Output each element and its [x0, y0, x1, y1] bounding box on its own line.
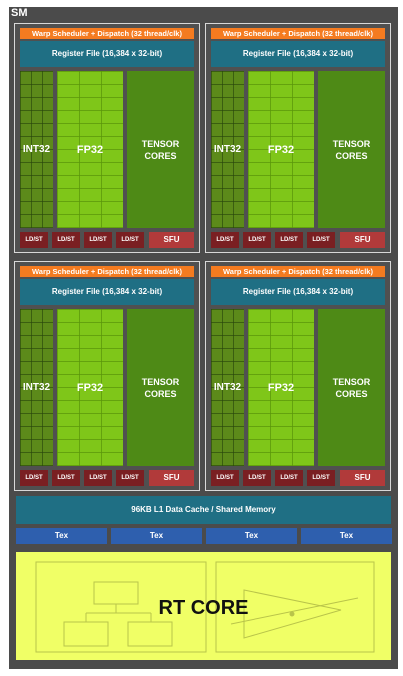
- sfu-unit: SFU: [149, 232, 194, 248]
- ldst-unit: LD/ST: [20, 470, 48, 486]
- triangle-icon: [243, 589, 342, 639]
- tex-unit: Tex: [111, 528, 202, 544]
- warp-scheduler: Warp Scheduler + Dispatch (32 thread/clk…: [211, 28, 385, 39]
- int32-unit: INT32: [211, 71, 244, 228]
- int32-unit: INT32: [20, 309, 53, 466]
- ldst-unit: LD/ST: [275, 470, 303, 486]
- ldst-unit: LD/ST: [243, 470, 271, 486]
- warp-scheduler: Warp Scheduler + Dispatch (32 thread/clk…: [20, 266, 194, 277]
- ray-line-icon: [230, 597, 359, 625]
- register-file: Register File (16,384 x 32-bit): [211, 279, 385, 305]
- tensor-cores-unit: TENSOR CORES: [127, 309, 194, 466]
- processing-block-3: Warp Scheduler + Dispatch (32 thread/clk…: [14, 261, 200, 491]
- fp32-unit: FP32: [57, 71, 123, 228]
- tex-unit: Tex: [16, 528, 107, 544]
- ldst-unit: LD/ST: [243, 232, 271, 248]
- ldst-unit: LD/ST: [20, 232, 48, 248]
- processing-block-4: Warp Scheduler + Dispatch (32 thread/clk…: [205, 261, 391, 491]
- int32-label: INT32: [22, 381, 51, 393]
- bvh-left-node-icon: [63, 621, 109, 647]
- tensor-cores-unit: TENSOR CORES: [127, 71, 194, 228]
- ldst-unit: LD/ST: [116, 232, 144, 248]
- processing-block-1: Warp Scheduler + Dispatch (32 thread/clk…: [14, 23, 200, 253]
- tensor-label-line1: TENSOR: [141, 376, 180, 387]
- tensor-label-line2: CORES: [144, 150, 177, 161]
- ldst-unit: LD/ST: [52, 470, 80, 486]
- ldst-unit: LD/ST: [211, 232, 239, 248]
- ldst-unit: LD/ST: [52, 232, 80, 248]
- bvh-right-node-icon: [127, 621, 173, 647]
- bvh-branch-lines: [85, 604, 152, 622]
- tensor-cores-label: TENSOR CORES: [318, 138, 385, 162]
- tensor-label-line1: TENSOR: [332, 138, 371, 149]
- sfu-unit: SFU: [340, 470, 385, 486]
- tensor-cores-label: TENSOR CORES: [127, 138, 194, 162]
- sfu-unit: SFU: [149, 470, 194, 486]
- warp-scheduler: Warp Scheduler + Dispatch (32 thread/clk…: [20, 28, 194, 39]
- rt-core: RT CORE: [16, 552, 391, 660]
- l1-data-cache: 96KB L1 Data Cache / Shared Memory: [16, 496, 391, 524]
- processing-block-2: Warp Scheduler + Dispatch (32 thread/clk…: [205, 23, 391, 253]
- rt-core-diagram: [35, 561, 375, 653]
- tensor-cores-unit: TENSOR CORES: [318, 309, 385, 466]
- ldst-unit: LD/ST: [307, 232, 335, 248]
- sfu-unit: SFU: [340, 232, 385, 248]
- intersection-point-icon: [289, 611, 295, 617]
- ldst-unit: LD/ST: [84, 470, 112, 486]
- int32-unit: INT32: [20, 71, 53, 228]
- int32-label: INT32: [213, 381, 242, 393]
- int32-unit: INT32: [211, 309, 244, 466]
- warp-scheduler: Warp Scheduler + Dispatch (32 thread/clk…: [211, 266, 385, 277]
- rt-core-label: RT CORE: [158, 597, 249, 619]
- tensor-cores-label: TENSOR CORES: [318, 376, 385, 400]
- tensor-cores-unit: TENSOR CORES: [318, 71, 385, 228]
- tensor-label-line1: TENSOR: [332, 376, 371, 387]
- tensor-label-line2: CORES: [144, 388, 177, 399]
- tensor-label-line2: CORES: [335, 388, 368, 399]
- fp32-unit: FP32: [57, 309, 123, 466]
- tensor-label-line2: CORES: [335, 150, 368, 161]
- streaming-multiprocessor: SM Warp Scheduler + Dispatch (32 thread/…: [9, 7, 398, 669]
- ldst-unit: LD/ST: [307, 470, 335, 486]
- int32-label: INT32: [22, 143, 51, 155]
- fp32-unit: FP32: [248, 71, 314, 228]
- ldst-unit: LD/ST: [116, 470, 144, 486]
- tex-unit: Tex: [301, 528, 392, 544]
- fp32-label: FP32: [76, 381, 104, 394]
- int32-label: INT32: [213, 143, 242, 155]
- sm-label: SM: [11, 7, 28, 19]
- ldst-unit: LD/ST: [211, 470, 239, 486]
- triangle-panel: [215, 561, 375, 653]
- register-file: Register File (16,384 x 32-bit): [20, 279, 194, 305]
- tensor-label-line1: TENSOR: [141, 138, 180, 149]
- ldst-unit: LD/ST: [275, 232, 303, 248]
- tensor-cores-label: TENSOR CORES: [127, 376, 194, 400]
- fp32-label: FP32: [267, 381, 295, 394]
- fp32-label: FP32: [76, 143, 104, 156]
- fp32-unit: FP32: [248, 309, 314, 466]
- bvh-panel: [35, 561, 207, 653]
- tex-unit: Tex: [206, 528, 297, 544]
- register-file: Register File (16,384 x 32-bit): [211, 41, 385, 67]
- ldst-unit: LD/ST: [84, 232, 112, 248]
- fp32-label: FP32: [267, 143, 295, 156]
- register-file: Register File (16,384 x 32-bit): [20, 41, 194, 67]
